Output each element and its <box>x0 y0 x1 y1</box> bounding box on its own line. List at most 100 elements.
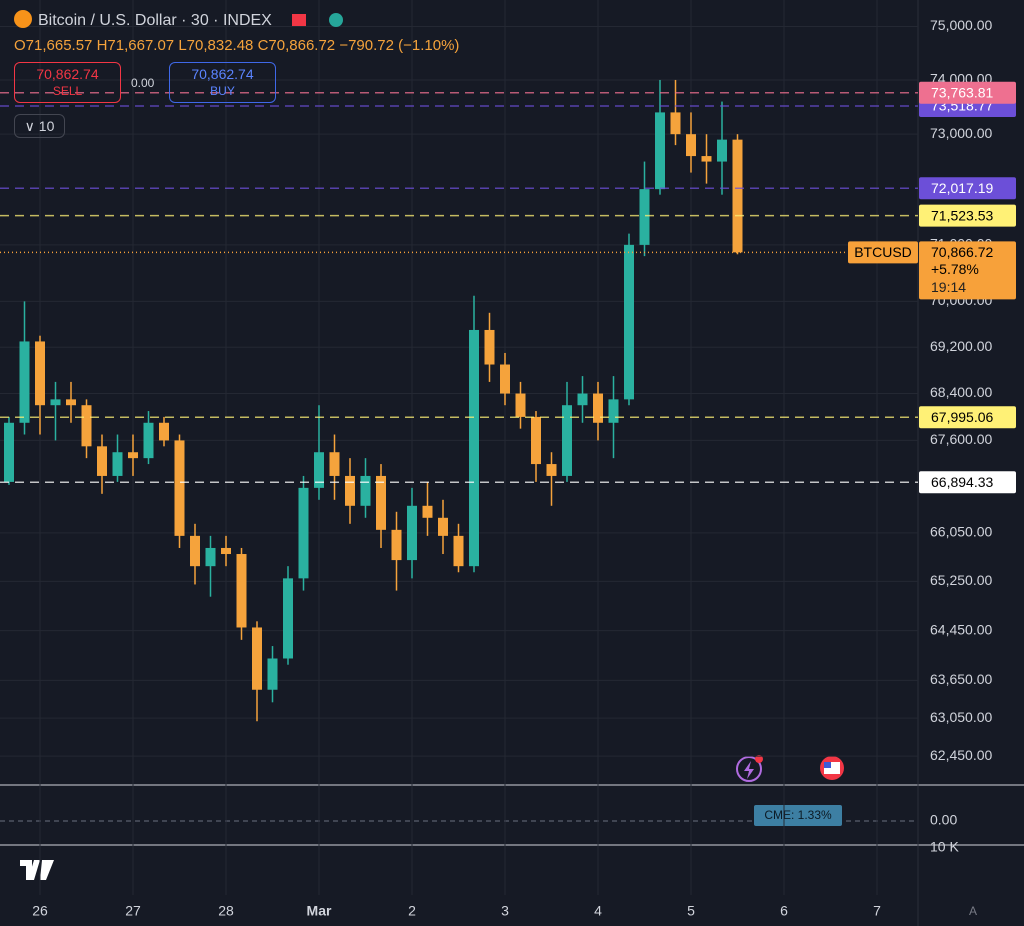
x-tick-label: 2 <box>408 903 416 919</box>
candle-body <box>686 134 696 157</box>
candle-body <box>205 547 216 567</box>
y-tick-label: 63,050.00 <box>930 709 992 725</box>
candle-body <box>4 422 14 482</box>
candle-body <box>190 535 200 567</box>
candle-body <box>717 139 727 162</box>
cme-label: CME: 1.33% <box>764 808 832 822</box>
sell-label: SELL <box>52 84 83 98</box>
y-tick-label: 66,050.00 <box>930 524 992 540</box>
candle-body <box>701 156 712 162</box>
auto-scale-button[interactable]: A <box>969 904 977 918</box>
price-line-label-box <box>919 471 1016 494</box>
candle-body <box>329 452 340 476</box>
symbol-label-box <box>848 241 918 264</box>
candle-body <box>655 112 665 190</box>
ohlc-close: C70,866.72 <box>257 37 336 54</box>
bar-countdown: 19:14 <box>931 279 966 295</box>
ohlc-high: H71,667.07 <box>96 37 175 54</box>
candle-body <box>66 399 76 406</box>
volume-axis-label: 10 K <box>930 839 959 855</box>
x-tick-label: 5 <box>687 903 695 919</box>
candle-body <box>81 405 92 447</box>
candle-body <box>236 554 247 628</box>
last-price-label: 70,866.72 <box>931 244 993 260</box>
candle-body <box>562 405 572 476</box>
candle-body <box>283 578 293 659</box>
price-line-label-box <box>919 406 1016 429</box>
event-icons[interactable] <box>736 755 844 782</box>
x-tick-label: 6 <box>780 903 788 919</box>
y-tick-label: 69,200.00 <box>930 338 992 354</box>
candle-body <box>732 139 743 253</box>
x-tick-label: 7 <box>873 903 881 919</box>
x-tick-label: 3 <box>501 903 509 919</box>
y-tick-label: 67,600.00 <box>930 431 992 447</box>
candle-body <box>531 416 541 465</box>
tv-logo <box>18 858 58 882</box>
spread: 0.00 <box>131 76 155 90</box>
x-tick-label: 26 <box>32 903 48 919</box>
price-line-label: 72,017.19 <box>931 180 993 196</box>
ohlc-change: −790.72 (−1.10%) <box>339 37 460 54</box>
candle-body <box>35 341 45 406</box>
status-icon[interactable] <box>328 13 343 27</box>
candle-body <box>391 529 402 561</box>
candle-body <box>469 329 479 567</box>
y-tick-label: 73,000.00 <box>930 125 992 141</box>
buy-button[interactable]: 70,862.74 BUY <box>169 62 276 103</box>
candle-body <box>298 487 309 579</box>
symbol-title: Bitcoin / U.S. Dollar · 30 · INDEX <box>38 12 272 29</box>
candle-body <box>19 341 30 423</box>
candle-body <box>360 475 371 506</box>
price-line-label-box <box>919 81 1016 104</box>
candle-body <box>608 399 619 423</box>
sell-price: 70,862.74 <box>36 66 99 82</box>
x-tick-label: 27 <box>125 903 141 919</box>
quantity: 10 <box>38 118 55 134</box>
symbol-header: Bitcoin / U.S. Dollar · 30 · INDEX <box>14 10 343 30</box>
quantity-button[interactable]: ∨ 10 <box>14 114 65 138</box>
sell-button[interactable]: 70,862.74 SELL <box>14 62 121 103</box>
x-tick-label: 28 <box>218 903 234 919</box>
candle-body <box>639 189 650 245</box>
candle-body <box>159 422 169 441</box>
candle-body <box>422 505 433 518</box>
x-tick-label: 4 <box>594 903 602 919</box>
candle-body <box>593 393 603 423</box>
candle-body <box>438 517 448 536</box>
last-price-change: +5.78% <box>931 261 979 277</box>
y-tick-label: 64,450.00 <box>930 621 992 637</box>
candle-body <box>376 475 386 530</box>
symbol-label: BTCUSD <box>854 244 912 260</box>
buy-label: BUY <box>210 84 235 98</box>
candle-body <box>252 627 262 690</box>
btc-icon <box>14 10 32 28</box>
candle-body <box>128 452 138 459</box>
candle-body <box>624 244 634 400</box>
indicator-axis-label: 0.00 <box>930 812 957 828</box>
price-line-label: 66,894.33 <box>931 474 993 490</box>
candle-body <box>670 112 681 135</box>
candle-body <box>97 446 107 476</box>
candle-body <box>453 535 464 567</box>
buy-price: 70,862.74 <box>191 66 254 82</box>
flag-icon[interactable] <box>292 14 307 26</box>
candle-body <box>174 440 185 536</box>
candle-body <box>500 364 510 394</box>
candle-body <box>143 422 154 459</box>
candle-body <box>577 393 588 406</box>
price-line-label: 71,523.53 <box>931 207 993 223</box>
price-line-label-box <box>919 177 1016 200</box>
ohlc-open: O71,665.57 <box>14 37 93 54</box>
y-tick-label: 63,650.00 <box>930 671 992 687</box>
candle-body <box>221 547 231 555</box>
candle-body <box>267 658 278 690</box>
candle-body <box>345 475 355 506</box>
price-line-label: 67,995.06 <box>931 409 993 425</box>
last-price-box <box>919 241 1016 300</box>
y-tick-label: 68,400.00 <box>930 384 992 400</box>
candle-body <box>314 452 324 488</box>
cme-label-box <box>754 805 842 826</box>
